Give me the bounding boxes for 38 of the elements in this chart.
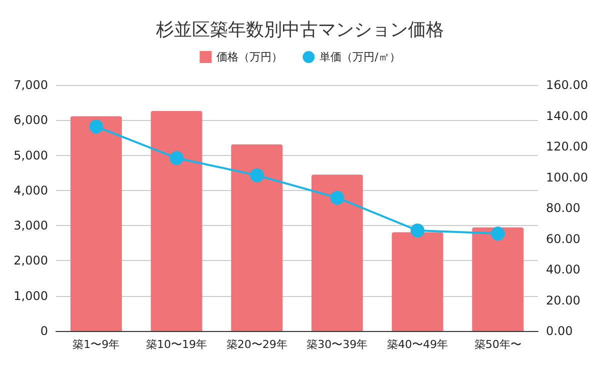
y-tick-label: 5,000 — [14, 148, 48, 162]
point — [410, 223, 424, 238]
y2-tick-label: 0.00 — [546, 324, 573, 338]
y2-tick-label: 80.00 — [546, 201, 580, 215]
y2-tick-label: 160.00 — [546, 78, 588, 92]
y-tick-label: 1,000 — [14, 288, 48, 303]
point — [490, 226, 505, 241]
y2-tick-label: 100.00 — [546, 170, 588, 184]
legend-label: 単価（万円/㎡） — [320, 50, 400, 64]
bar — [311, 174, 363, 331]
bar — [150, 111, 202, 331]
x-tick-label: 築10〜19年 — [146, 338, 207, 351]
x-tick-label: 築40〜49年 — [387, 338, 448, 351]
y-tick-label: 6,000 — [14, 113, 48, 128]
bar — [231, 144, 283, 331]
point — [89, 120, 104, 134]
bar — [472, 227, 524, 331]
y2-tick-label: 20.00 — [546, 293, 580, 308]
y-tick-label: 4,000 — [14, 183, 48, 198]
y2-tick-label: 140.00 — [546, 108, 588, 123]
bar — [392, 232, 444, 331]
x-tick-label: 築30〜39年 — [306, 338, 368, 351]
point — [170, 151, 184, 166]
y2-tick-label: 40.00 — [546, 262, 580, 276]
y2-tick-label: 60.00 — [546, 232, 580, 246]
chart-title: 杉並区築年数別中古マンション価格 — [155, 20, 444, 40]
x-tick-label: 築20〜29年 — [226, 338, 288, 351]
y-tick-label: 7,000 — [14, 78, 48, 92]
point — [330, 190, 344, 205]
y-tick-label: 0 — [40, 324, 48, 338]
bar — [70, 116, 122, 331]
y-tick-label: 3,000 — [14, 218, 48, 233]
x-tick-label: 築1〜9年 — [72, 338, 120, 351]
x-tick-label: 築50年〜 — [474, 338, 522, 351]
y-tick-label: 2,000 — [14, 254, 48, 268]
legend-label: 価格（万円） — [216, 50, 283, 64]
point — [250, 168, 264, 182]
y2-tick-label: 120.00 — [546, 140, 588, 154]
